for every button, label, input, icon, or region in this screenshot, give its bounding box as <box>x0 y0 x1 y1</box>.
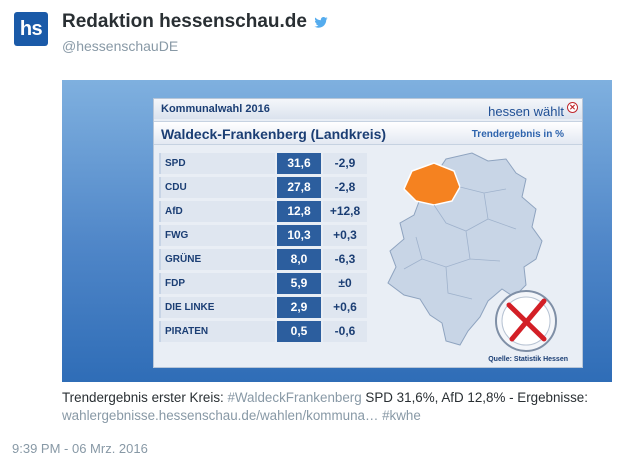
party-diff: -2,9 <box>323 153 367 174</box>
party-name: CDU <box>159 177 275 198</box>
table-row: PIRATEN 0,5 -0,6 <box>159 321 371 342</box>
hashtag-link[interactable]: #kwhe <box>382 408 421 423</box>
party-diff: -0,6 <box>323 321 367 342</box>
results-table: SPD 31,6 -2,9 CDU 27,8 -2,8 AfD 12,8 +12… <box>159 153 371 345</box>
hesse-map <box>387 152 557 352</box>
caption-mid: SPD 31,6%, AfD 12,8% - Ergebnisse: <box>361 390 588 405</box>
election-result-card: Kommunalwahl 2016 hessen wählt ✕ Waldeck… <box>153 98 583 368</box>
table-row: GRÜNE 8,0 -6,3 <box>159 249 371 270</box>
party-value: 5,9 <box>277 273 321 294</box>
region-header: Waldeck-Frankenberg (Landkreis) Trenderg… <box>154 121 582 145</box>
table-row: DIE LINKE 2,9 +0,6 <box>159 297 371 318</box>
district-lines <box>403 186 517 300</box>
trend-label: Trendergebnis in % <box>471 129 564 140</box>
party-name: AfD <box>159 201 275 222</box>
party-diff: -6,3 <box>323 249 367 270</box>
party-name: FWG <box>159 225 275 246</box>
table-row: CDU 27,8 -2,8 <box>159 177 371 198</box>
party-name: DIE LINKE <box>159 297 275 318</box>
party-diff: ±0 <box>323 273 367 294</box>
user-handle[interactable]: @hessenschauDE <box>62 38 179 54</box>
ballot-cross-icon <box>495 290 557 352</box>
waldeck-frankenberg-region <box>403 162 461 206</box>
table-row: SPD 31,6 -2,9 <box>159 153 371 174</box>
party-name: FDP <box>159 273 275 294</box>
brand-label: hessen wählt <box>488 104 564 119</box>
party-value: 10,3 <box>277 225 321 246</box>
tweet-media-image[interactable]: Kommunalwahl 2016 hessen wählt ✕ Waldeck… <box>62 80 612 382</box>
party-diff: +12,8 <box>323 201 367 222</box>
party-diff: -2,8 <box>323 177 367 198</box>
avatar[interactable]: hs <box>14 12 48 46</box>
caption-text: Trendergebnis erster Kreis: <box>62 390 228 405</box>
tweet-text: Trendergebnis erster Kreis: #WaldeckFran… <box>62 389 617 425</box>
hashtag-link[interactable]: #WaldeckFrankenberg <box>227 390 362 405</box>
card-header: Kommunalwahl 2016 hessen wählt ✕ <box>154 99 582 119</box>
party-name: GRÜNE <box>159 249 275 270</box>
party-name: SPD <box>159 153 275 174</box>
region-name: Waldeck-Frankenberg (Landkreis) <box>161 126 387 142</box>
table-row: FWG 10,3 +0,3 <box>159 225 371 246</box>
party-value: 31,6 <box>277 153 321 174</box>
election-title: Kommunalwahl 2016 <box>161 103 270 115</box>
party-value: 2,9 <box>277 297 321 318</box>
author-row: Redaktion hessenschau.de <box>62 11 328 33</box>
party-value: 0,5 <box>277 321 321 342</box>
party-value: 27,8 <box>277 177 321 198</box>
party-value: 8,0 <box>277 249 321 270</box>
table-row: FDP 5,9 ±0 <box>159 273 371 294</box>
twitter-bird-icon <box>314 16 328 28</box>
party-diff: +0,3 <box>323 225 367 246</box>
party-name: PIRATEN <box>159 321 275 342</box>
party-diff: +0,6 <box>323 297 367 318</box>
tweet-timestamp[interactable]: 9:39 PM - 06 Mrz. 2016 <box>12 441 148 456</box>
url-link[interactable]: wahlergebnisse.hessenschau.de/wahlen/kom… <box>62 408 379 423</box>
source-label: Quelle: Statistik Hessen <box>488 356 568 363</box>
display-name[interactable]: Redaktion hessenschau.de <box>62 11 307 32</box>
table-row: AfD 12,8 +12,8 <box>159 201 371 222</box>
party-value: 12,8 <box>277 201 321 222</box>
ballot-x-icon: ✕ <box>567 102 578 113</box>
